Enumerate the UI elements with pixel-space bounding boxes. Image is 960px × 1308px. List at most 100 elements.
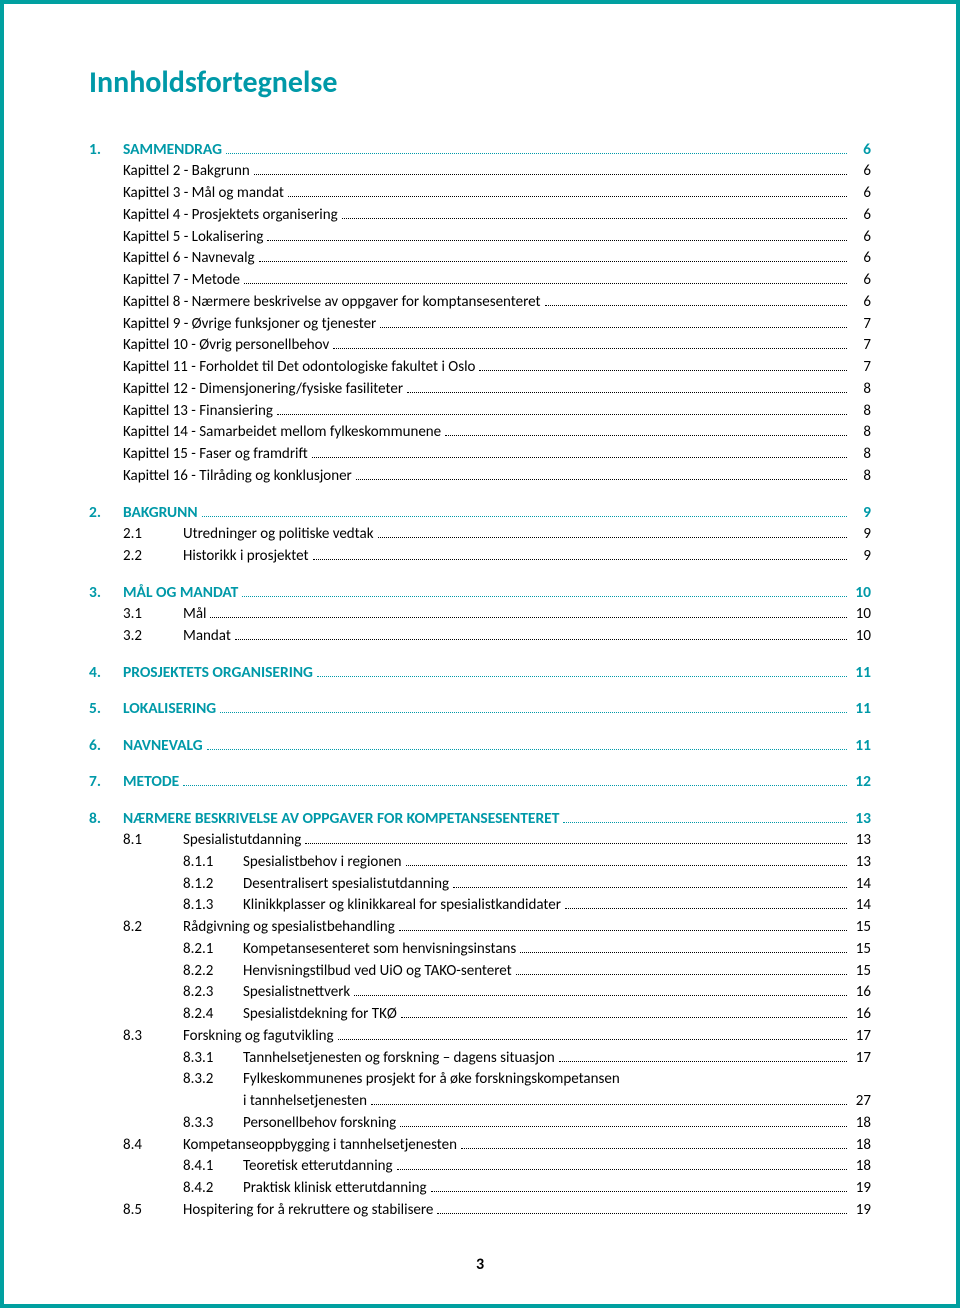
toc-entry: 4.PROSJEKTETS ORGANISERING11 [89, 662, 871, 684]
toc-label: Praktisk klinisk etterutdanning [243, 1178, 427, 1200]
toc-label: Kapittel 13 - Finansiering [123, 401, 273, 423]
toc-page: 13 [851, 808, 871, 830]
toc-entry: 7.METODE12 [89, 771, 871, 793]
toc-leader [277, 414, 847, 415]
toc-leader [338, 1039, 847, 1040]
toc-section-number: 6. [89, 735, 123, 757]
toc-leader [445, 435, 847, 436]
toc-label: Kapittel 15 - Faser og framdrift [123, 444, 308, 466]
toc-entry: i tannhelsetjenesten27 [89, 1091, 871, 1113]
toc-leader [220, 712, 847, 713]
toc-entry: 8.1Spesialistutdanning13 [89, 830, 871, 852]
toc-sub-number: 3.2 [123, 626, 183, 648]
toc-leader [401, 1017, 847, 1018]
toc-page: 14 [851, 895, 871, 917]
toc-leader [378, 537, 847, 538]
toc-label: Kapittel 3 - Mål og mandat [123, 183, 284, 205]
toc-page: 10 [851, 604, 871, 626]
toc-entry: Kapittel 6 - Navnevalg 6 [89, 248, 871, 270]
toc-entry: 8.5Hospitering for å rekruttere og stabi… [89, 1200, 871, 1222]
toc-label: Kapittel 9 - Øvrige funksjoner og tjenes… [123, 314, 376, 336]
toc-leader [183, 785, 847, 786]
toc-leader [453, 887, 847, 888]
toc-leader [202, 516, 847, 517]
toc-section-label: NAVNEVALG [123, 735, 203, 757]
toc-entry: 1.SAMMENDRAG6 [89, 139, 871, 161]
toc-entry: 8.3.3Personellbehov forskning18 [89, 1113, 871, 1135]
toc-leader [516, 974, 847, 975]
toc-page: 10 [851, 582, 871, 604]
toc-subsub-number: 8.3.2 [183, 1069, 243, 1091]
toc-entry: 8.4.1Teoretisk etterutdanning18 [89, 1156, 871, 1178]
toc-entry: 3.MÅL OG MANDAT10 [89, 582, 871, 604]
toc-label: Kapittel 8 - Nærmere beskrivelse av oppg… [123, 292, 541, 314]
toc-label: Kapittel 2 - Bakgrunn [123, 161, 250, 183]
page-number: 3 [4, 1255, 956, 1274]
toc-entry: 8.1.2Desentralisert spesialistutdanning1… [89, 874, 871, 896]
toc-section-label: SAMMENDRAG [123, 139, 222, 161]
toc-page: 15 [851, 917, 871, 939]
toc-page: 14 [851, 874, 871, 896]
toc-leader [397, 1169, 847, 1170]
toc-page: 8 [851, 422, 871, 444]
toc-label: Desentralisert spesialistutdanning [243, 874, 449, 896]
toc-label: Personellbehov forskning [243, 1113, 396, 1135]
toc-section-number: 7. [89, 771, 123, 793]
toc-label: Mandat [183, 626, 231, 648]
toc-section-number: 5. [89, 698, 123, 720]
toc-entry: 8.NÆRMERE BESKRIVELSE AV OPPGAVER FOR KO… [89, 808, 871, 830]
toc-entry: Kapittel 15 - Faser og framdrift 8 [89, 444, 871, 466]
toc-leader [312, 457, 847, 458]
toc-entry: 6.NAVNEVALG11 [89, 735, 871, 757]
toc-entry: 8.2Rådgivning og spesialistbehandling15 [89, 917, 871, 939]
toc-subsub-number: 8.3.3 [183, 1113, 243, 1135]
toc-leader [210, 617, 847, 618]
toc-page: 27 [851, 1091, 871, 1113]
toc-leader [431, 1191, 847, 1192]
toc-leader [235, 639, 847, 640]
toc-label: Historikk i prosjektet [183, 546, 309, 568]
toc-entry: Kapittel 4 - Prosjektets organisering6 [89, 205, 871, 227]
toc-page: 15 [851, 961, 871, 983]
toc-label: Kapittel 10 - Øvrig personellbehov [123, 335, 329, 357]
toc-entry: Kapittel 12 - Dimensjonering/fysiske fas… [89, 379, 871, 401]
toc-page: 6 [851, 205, 871, 227]
toc-entry: 2.1Utredninger og politiske vedtak9 [89, 524, 871, 546]
toc-leader [565, 908, 847, 909]
toc-leader [479, 370, 847, 371]
toc-label: Henvisningstilbud ved UiO og TAKO-senter… [243, 961, 512, 983]
toc-subsub-number: 8.2.2 [183, 961, 243, 983]
toc-label: Spesialistbehov i regionen [243, 852, 402, 874]
toc-section-number: 1. [89, 139, 123, 161]
toc-entry: 8.4Kompetanseoppbygging i tannhelsetjene… [89, 1135, 871, 1157]
toc-page: 6 [851, 248, 871, 270]
toc-entry: 5.LOKALISERING11 [89, 698, 871, 720]
toc-leader [380, 327, 847, 328]
toc-label: Kapittel 5 - Lokalisering [123, 227, 263, 249]
toc-subsub-number: 8.2.3 [183, 982, 243, 1004]
toc-page: 11 [851, 662, 871, 684]
toc-page: 8 [851, 466, 871, 488]
toc-subsub-number: 8.1.3 [183, 895, 243, 917]
toc-entry: 8.1.1Spesialistbehov i regionen13 [89, 852, 871, 874]
toc-label: Kapittel 6 - Navnevalg [123, 248, 255, 270]
toc-entry: Kapittel 10 - Øvrig personellbehov7 [89, 335, 871, 357]
toc-page: 16 [851, 1004, 871, 1026]
toc-subsub-number: 8.2.4 [183, 1004, 243, 1026]
toc-page: 16 [851, 982, 871, 1004]
toc-label: Tannhelsetjenesten og forskning – dagens… [243, 1048, 555, 1070]
toc-leader [288, 196, 847, 197]
toc-entry: 8.2.2Henvisningstilbud ved UiO og TAKO-s… [89, 961, 871, 983]
toc-subsub-number: 8.3.1 [183, 1048, 243, 1070]
toc-page: 8 [851, 444, 871, 466]
toc-page: 17 [851, 1048, 871, 1070]
toc-sub-number: 8.1 [123, 830, 183, 852]
toc-page: 15 [851, 939, 871, 961]
toc-page: 6 [851, 183, 871, 205]
toc-entry: 8.3.1Tannhelsetjenesten og forskning – d… [89, 1048, 871, 1070]
toc-page: 7 [851, 357, 871, 379]
toc-sub-number: 8.4 [123, 1135, 183, 1157]
toc-entry: 2.BAKGRUNN9 [89, 502, 871, 524]
toc-section-number: 4. [89, 662, 123, 684]
toc-section-label: NÆRMERE BESKRIVELSE AV OPPGAVER FOR KOMP… [123, 808, 559, 830]
